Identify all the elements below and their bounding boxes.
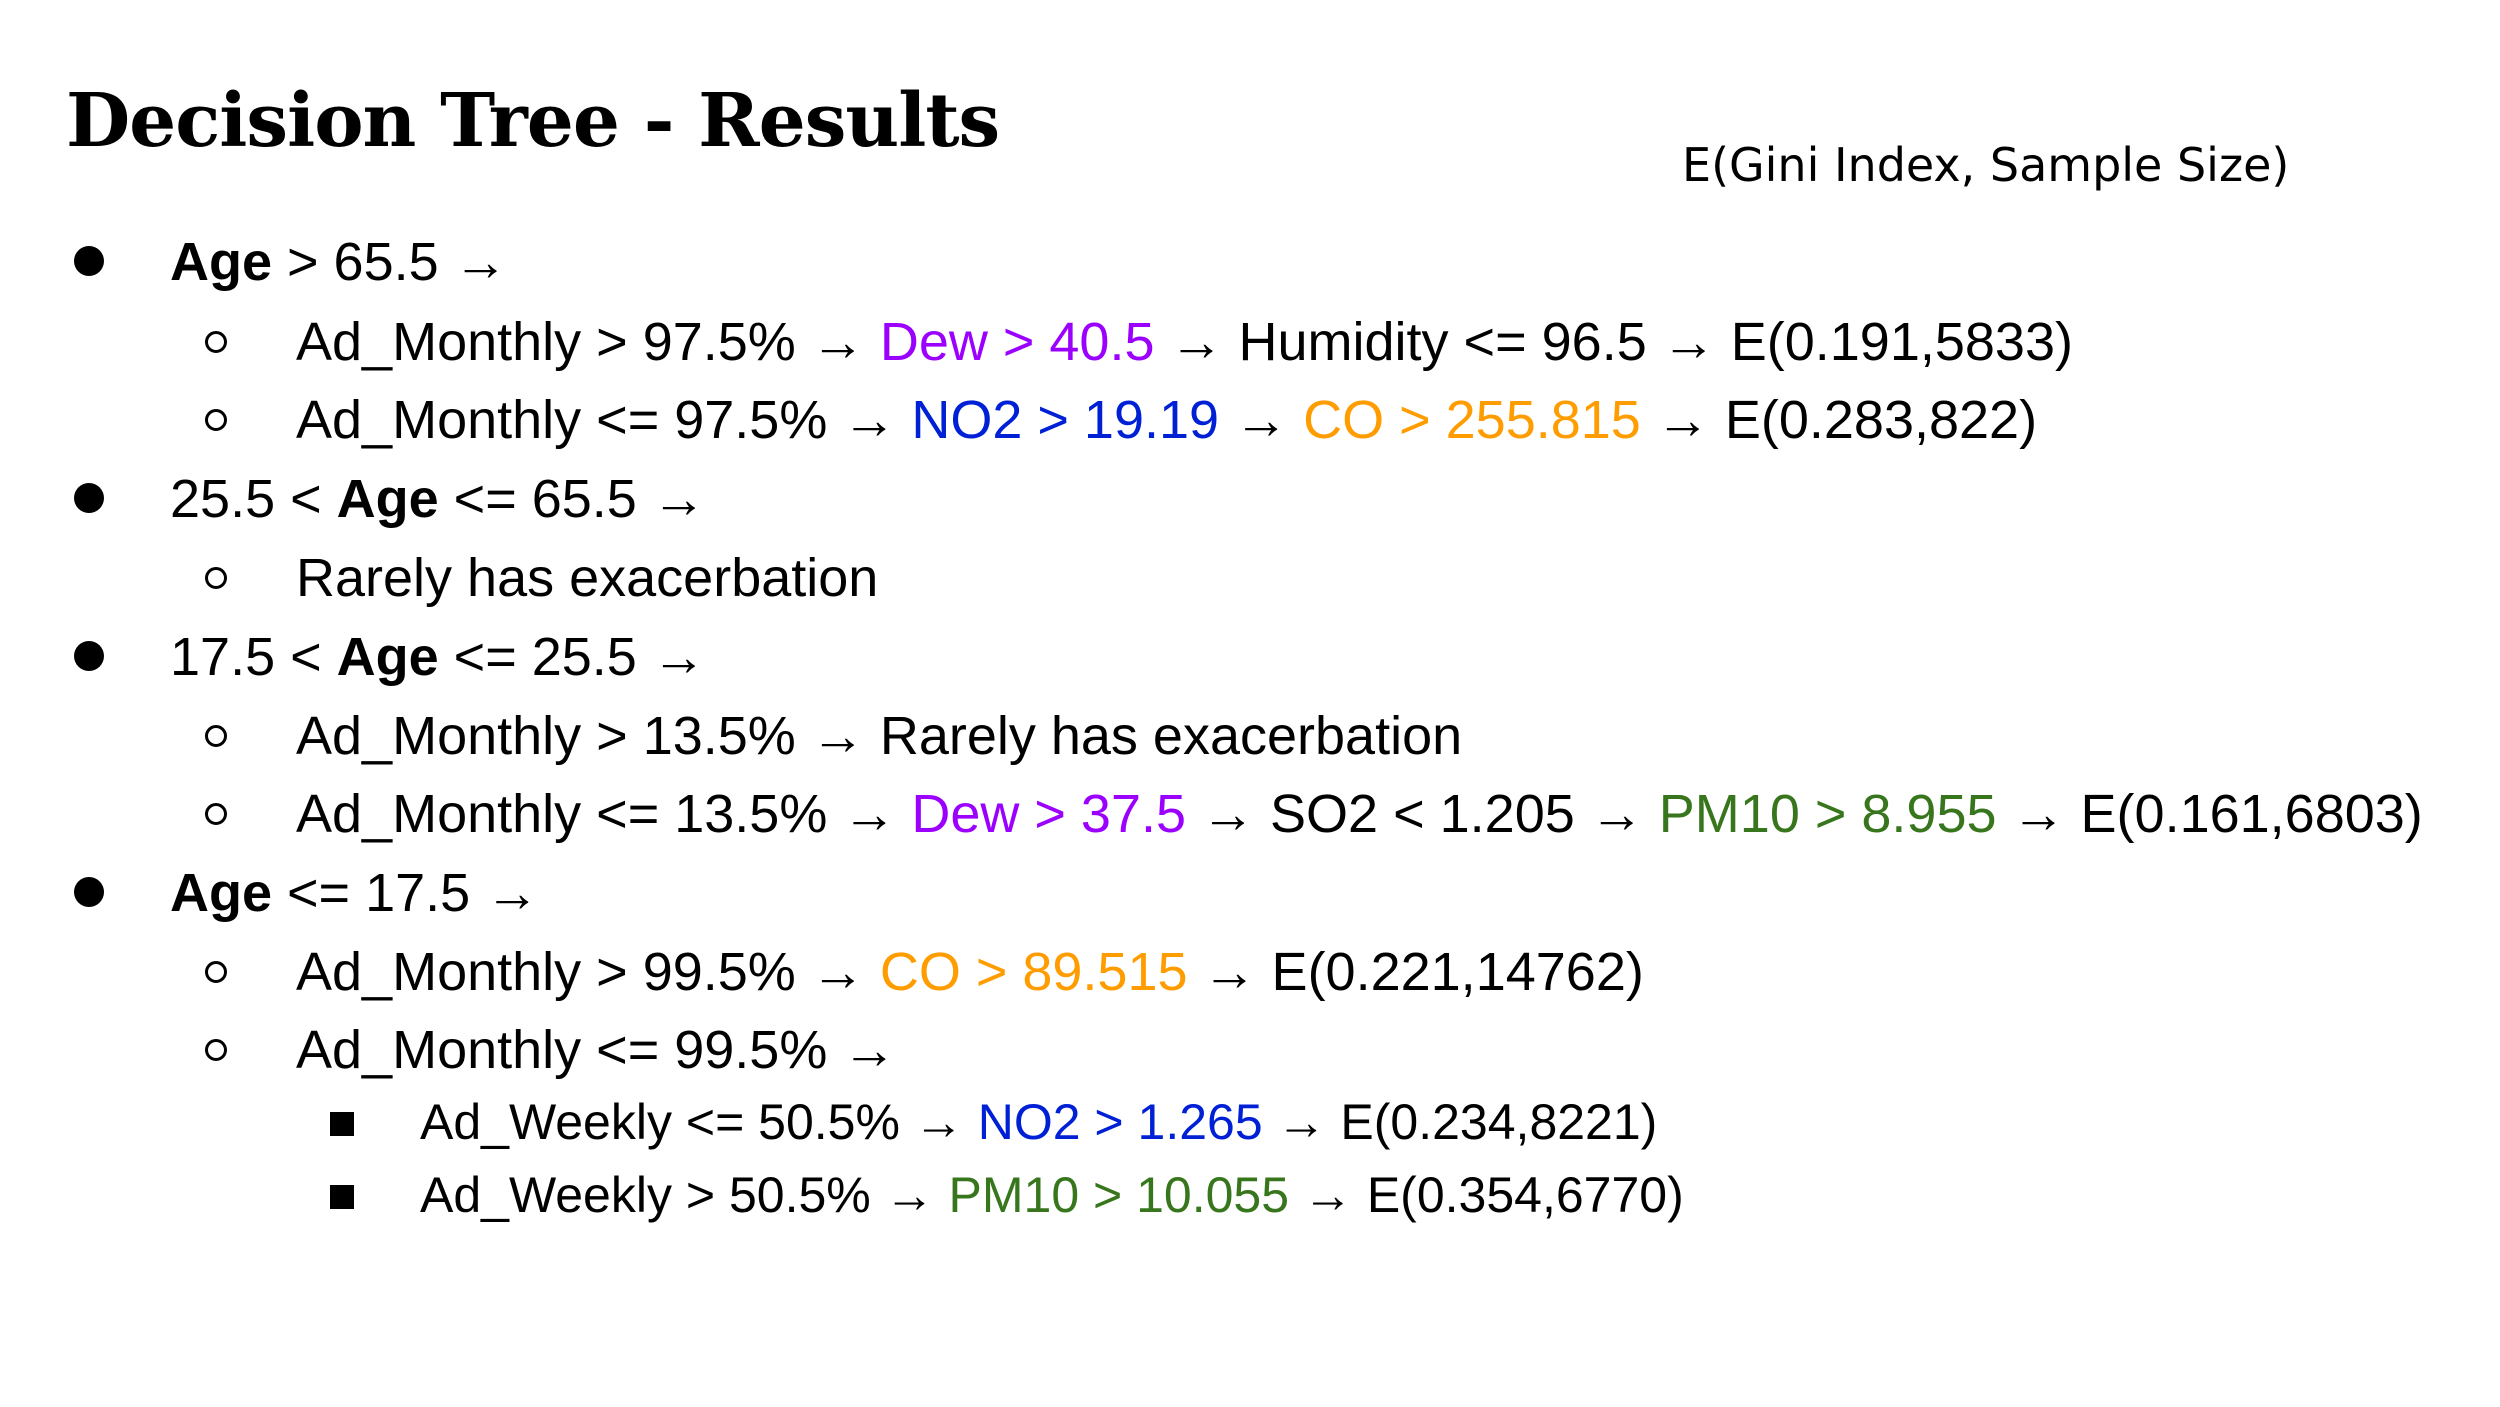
bullet-hollow-circle xyxy=(205,331,227,353)
age-label: Age xyxy=(336,627,439,687)
path-text: Ad_Monthly > 99.5% → xyxy=(296,942,880,1002)
age-label: Age xyxy=(170,232,273,292)
path-text: → E(0.221,14762) xyxy=(1187,942,1644,1002)
path-text: Ad_Monthly > 13.5% → Rarely has exacerba… xyxy=(296,706,1463,766)
path-highlight-co: CO > 89.515 xyxy=(879,942,1188,1002)
path-text: Rarely has exacerbation xyxy=(296,548,879,608)
tree-branch-age-17-25: 17.5 < Age <= 25.5 → xyxy=(170,625,706,689)
branch-condition: <= 17.5 → xyxy=(272,863,540,923)
path-highlight-co: CO > 255.815 xyxy=(1303,390,1641,450)
bullet-hollow-circle xyxy=(205,567,227,589)
bullet-hollow-circle xyxy=(205,1039,227,1061)
bullet-filled-circle xyxy=(74,246,104,276)
slide-title: Decision Tree - Results xyxy=(66,78,1000,164)
path-highlight-pm10: PM10 > 8.955 xyxy=(1658,784,1997,844)
tree-branch-age-le-17: Age <= 17.5 → xyxy=(170,861,539,925)
bullet-filled-circle xyxy=(74,483,104,513)
path-text: Ad_Monthly <= 99.5% → xyxy=(296,1020,897,1080)
path-text: → E(0.234,8221) xyxy=(1262,1094,1658,1150)
bullet-hollow-circle xyxy=(205,803,227,825)
tree-path-age-17-25-2: Ad_Monthly <= 13.5% → Dew > 37.5 → SO2 <… xyxy=(296,782,2423,846)
path-highlight-no2: NO2 > 1.265 xyxy=(977,1094,1263,1150)
tree-path-age-le-17-2a: Ad_Weekly <= 50.5% → NO2 > 1.265 → E(0.2… xyxy=(420,1090,1657,1154)
path-text: → SO2 < 1.205 → xyxy=(1186,784,1659,844)
path-highlight-dew: Dew > 37.5 xyxy=(911,784,1187,844)
path-text: → xyxy=(1219,390,1304,450)
bullet-hollow-circle xyxy=(205,409,227,431)
bullet-filled-square xyxy=(330,1185,354,1209)
path-highlight-no2: NO2 > 19.19 xyxy=(911,390,1220,450)
path-text: → E(0.354,6770) xyxy=(1289,1167,1684,1223)
branch-condition: > 65.5 → xyxy=(272,232,508,292)
branch-condition: <= 25.5 → xyxy=(438,627,706,687)
path-text: Ad_Monthly <= 97.5% → xyxy=(296,390,912,450)
bullet-hollow-circle xyxy=(205,725,227,747)
path-text: Ad_Weekly <= 50.5% → xyxy=(420,1094,978,1150)
path-text: → Humidity <= 96.5 → E(0.191,5833) xyxy=(1154,312,2073,372)
tree-path-age-gt-65-2: Ad_Monthly <= 97.5% → NO2 > 19.19 → CO >… xyxy=(296,388,2037,452)
legend-note: E(Gini Index, Sample Size) xyxy=(1682,138,2290,192)
age-label: Age xyxy=(170,863,273,923)
tree-path-age-25-65-1: Rarely has exacerbation xyxy=(296,546,878,610)
path-text: Ad_Weekly > 50.5% → xyxy=(420,1167,949,1223)
tree-path-age-le-17-2: Ad_Monthly <= 99.5% → xyxy=(296,1018,896,1082)
path-highlight-pm10: PM10 > 10.055 xyxy=(948,1167,1290,1223)
tree-path-age-le-17-2b: Ad_Weekly > 50.5% → PM10 > 10.055 → E(0.… xyxy=(420,1163,1684,1227)
bullet-filled-square xyxy=(330,1112,354,1136)
age-label: Age xyxy=(336,469,439,529)
path-highlight-dew: Dew > 40.5 xyxy=(879,312,1155,372)
tree-path-age-gt-65-1: Ad_Monthly > 97.5% → Dew > 40.5 → Humidi… xyxy=(296,310,2073,374)
branch-condition-pre: 25.5 < xyxy=(170,469,337,529)
branch-condition: <= 65.5 → xyxy=(438,469,706,529)
tree-path-age-le-17-1: Ad_Monthly > 99.5% → CO > 89.515 → E(0.2… xyxy=(296,940,1644,1004)
path-text: Ad_Monthly > 97.5% → xyxy=(296,312,880,372)
bullet-hollow-circle xyxy=(205,961,227,983)
tree-path-age-17-25-1: Ad_Monthly > 13.5% → Rarely has exacerba… xyxy=(296,704,1462,768)
tree-branch-age-25-65: 25.5 < Age <= 65.5 → xyxy=(170,467,706,531)
path-text: → E(0.283,822) xyxy=(1640,390,2038,450)
bullet-filled-circle xyxy=(74,877,104,907)
tree-branch-age-gt-65: Age > 65.5 → xyxy=(170,230,508,294)
branch-condition-pre: 17.5 < xyxy=(170,627,337,687)
path-text: Ad_Monthly <= 13.5% → xyxy=(296,784,912,844)
bullet-filled-circle xyxy=(74,641,104,671)
path-text: → E(0.161,6803) xyxy=(1996,784,2423,844)
